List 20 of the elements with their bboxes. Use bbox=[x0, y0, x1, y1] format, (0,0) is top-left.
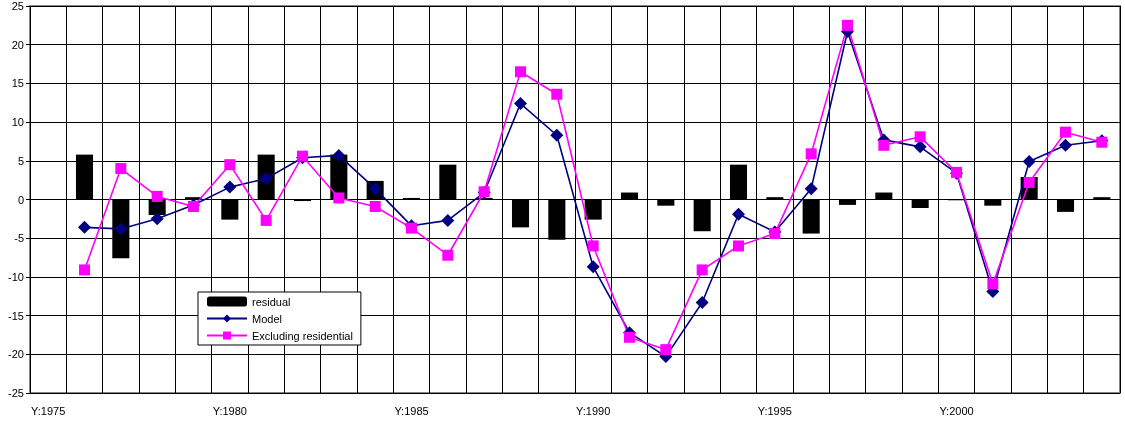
legend-label: Model bbox=[252, 312, 282, 325]
x-tick-label: Y:1995 bbox=[757, 404, 792, 417]
y-tick-label: -25 bbox=[8, 387, 24, 399]
y-tick-label: 10 bbox=[11, 116, 24, 129]
y-tick-label: -20 bbox=[8, 348, 24, 361]
y-tick-label: 20 bbox=[11, 38, 24, 51]
y-tick-label: -10 bbox=[8, 270, 24, 283]
x-tick-label: Y:2000 bbox=[939, 404, 974, 417]
y-tick-label: 0 bbox=[17, 193, 24, 206]
legend-label: Excluding residential bbox=[252, 329, 353, 342]
y-tick-label: 15 bbox=[11, 77, 24, 90]
y-tick-label: 5 bbox=[17, 154, 24, 167]
x-tick-label: Y:1980 bbox=[212, 404, 247, 417]
x-tick-label: Y:1975 bbox=[31, 404, 66, 417]
x-tick-label: Y:1990 bbox=[576, 404, 611, 417]
y-tick-label: -15 bbox=[8, 309, 24, 322]
y-tick-label: -5 bbox=[14, 232, 24, 245]
x-tick-label: Y:1985 bbox=[394, 404, 429, 417]
legend-label: residual bbox=[252, 295, 291, 308]
y-tick-label: 25 bbox=[11, 0, 24, 12]
